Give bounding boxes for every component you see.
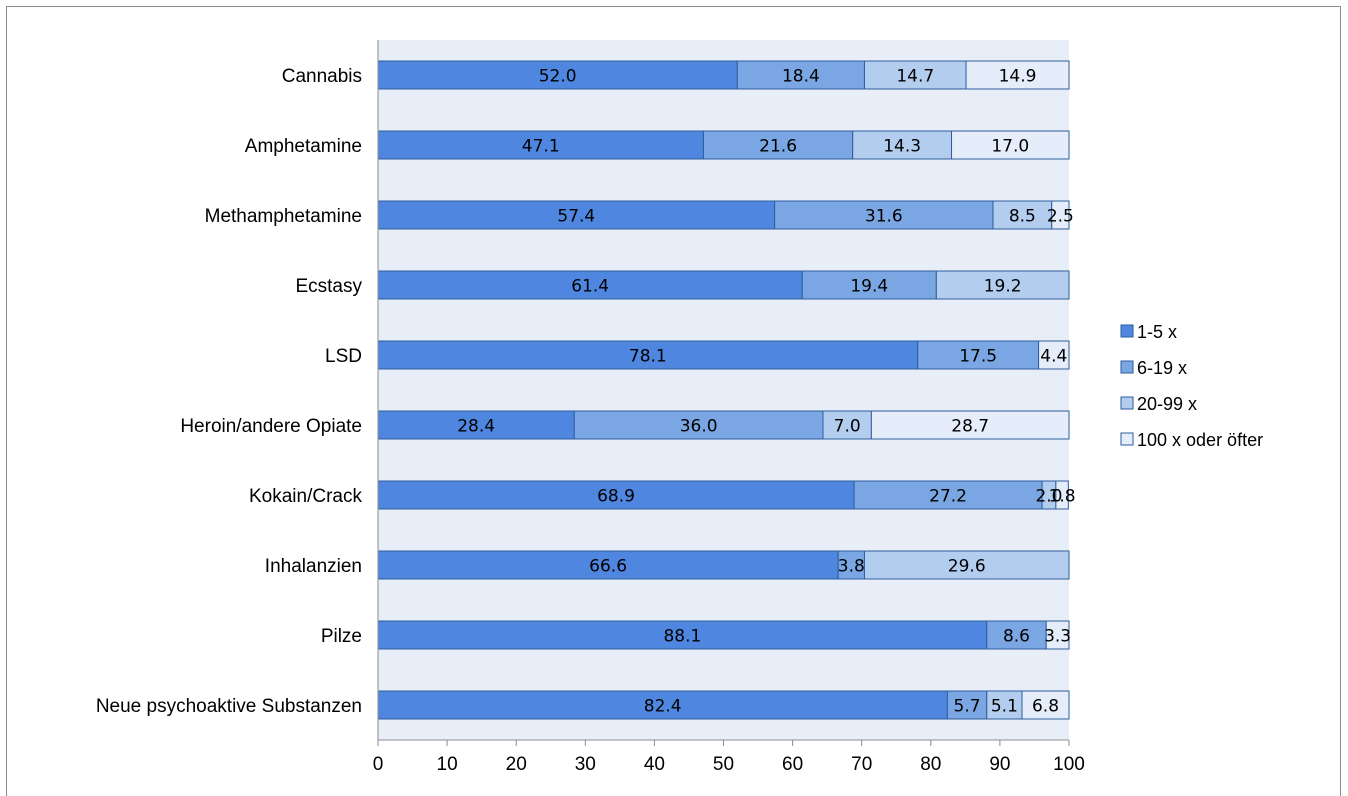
x-tick-label: 100 — [1053, 754, 1085, 775]
legend-label: 1-5 x — [1137, 322, 1177, 342]
bar-segment — [1055, 480, 1069, 510]
data-label: 5.7 — [954, 697, 981, 717]
stacked-bar-chart: 52.0 18.4 14.7 14.9 47.1 21.6 14.3 17.0 57.4 31.6… — [96, 40, 1263, 775]
data-label: 3.3 — [1044, 627, 1071, 647]
bar-segment — [965, 60, 1070, 90]
data-labels-layer: 52.0 18.4 14.7 14.9 47.1 21.6 14.3 17.0 57.4 31.6… — [457, 67, 1075, 717]
axes-layer: 0 10 20 30 40 50 60 70 80 90 100 — [373, 40, 1085, 775]
data-label: 78.1 — [629, 347, 667, 367]
bar-segment — [377, 550, 839, 580]
category-label: Amphetamine — [245, 136, 362, 157]
category-label: Methamphetamine — [205, 206, 362, 227]
category-label: Cannabis — [282, 66, 362, 87]
data-label: 4.4 — [1040, 347, 1067, 367]
data-label: 27.2 — [929, 487, 967, 507]
bar-segment — [377, 130, 704, 160]
data-label: 7.0 — [834, 417, 861, 437]
data-label: 29.6 — [948, 557, 986, 577]
x-tick-label: 50 — [713, 754, 734, 775]
bar-segment — [1021, 690, 1070, 720]
x-tick-label: 70 — [851, 754, 872, 775]
data-label: 66.6 — [589, 557, 627, 577]
bar-segment — [951, 130, 1070, 160]
bar-segment — [377, 60, 738, 90]
data-label: 82.4 — [644, 697, 682, 717]
x-tick-label: 10 — [437, 754, 458, 775]
category-label: LSD — [325, 346, 362, 367]
data-label: 17.0 — [991, 137, 1029, 157]
data-label: 28.4 — [457, 417, 495, 437]
bar-segment — [946, 690, 988, 720]
category-label: Pilze — [321, 626, 362, 647]
bar-segment — [377, 690, 948, 720]
bar-segment — [377, 410, 575, 440]
bar-segment — [870, 410, 1070, 440]
data-label: 2.5 — [1047, 207, 1074, 227]
data-label: 21.6 — [759, 137, 797, 157]
x-tick-label: 40 — [644, 754, 665, 775]
data-label: 6.8 — [1032, 697, 1059, 717]
legend-swatch — [1120, 360, 1134, 374]
data-label: 88.1 — [663, 627, 701, 647]
bar-segment — [1045, 620, 1070, 650]
data-label: 19.4 — [850, 277, 888, 297]
data-label: 14.3 — [883, 137, 921, 157]
bar-segment — [801, 270, 937, 300]
data-label: 52.0 — [539, 67, 577, 87]
data-label: 3.8 — [838, 557, 865, 577]
x-tick-label: 0 — [373, 754, 384, 775]
bar-segment — [377, 270, 803, 300]
data-label: 5.1 — [991, 697, 1018, 717]
data-label: 18.4 — [782, 67, 820, 87]
legend: 1-5 x 6-19 x 20-99 x 100 x oder öfter — [1120, 322, 1263, 450]
chart-frame: 52.0 18.4 14.7 14.9 47.1 21.6 14.3 17.0 57.4 31.6… — [6, 6, 1341, 796]
bar-segment — [863, 60, 967, 90]
x-tick-label: 90 — [989, 754, 1010, 775]
data-label: 8.6 — [1003, 627, 1030, 647]
bar-segment — [736, 60, 865, 90]
bar-segment — [377, 620, 988, 650]
data-label: 36.0 — [680, 417, 718, 437]
x-tick-label: 20 — [506, 754, 527, 775]
legend-label: 20-99 x — [1137, 394, 1197, 414]
category-label: Ecstasy — [295, 276, 362, 297]
legend-swatch — [1120, 396, 1134, 410]
data-label: 2.0 — [1035, 487, 1062, 507]
data-label: 47.1 — [522, 137, 560, 157]
legend-label: 100 x oder öfter — [1137, 430, 1263, 450]
bar-segment — [992, 200, 1053, 230]
x-tick-label: 80 — [920, 754, 941, 775]
data-label: 68.9 — [597, 487, 635, 507]
data-label: 57.4 — [557, 207, 595, 227]
data-label: 8.5 — [1009, 207, 1036, 227]
data-label: 14.7 — [896, 67, 934, 87]
data-label: 1.8 — [1049, 487, 1076, 507]
data-label: 61.4 — [571, 277, 609, 297]
legend-swatch — [1120, 324, 1134, 338]
bar-segment — [1038, 340, 1070, 370]
data-label: 19.2 — [984, 277, 1022, 297]
category-label: Kokain/Crack — [249, 486, 362, 507]
x-tick-label: 60 — [782, 754, 803, 775]
bar-segment — [1051, 200, 1070, 230]
category-labels: Cannabis Amphetamine Methamphetamine Ecstas… — [96, 66, 363, 717]
category-label: Neue psychoaktive Substanzen — [96, 696, 362, 717]
x-tick-label: 30 — [575, 754, 596, 775]
bar-segment — [702, 130, 854, 160]
bars-layer — [377, 60, 1070, 720]
category-label: Inhalanzien — [265, 556, 362, 577]
legend-label: 6-19 x — [1137, 358, 1187, 378]
data-label: 28.7 — [951, 417, 989, 437]
bar-segment — [853, 480, 1043, 510]
data-label: 17.5 — [959, 347, 997, 367]
data-label: 14.9 — [999, 67, 1037, 87]
bar-segment — [774, 200, 994, 230]
bar-segment — [863, 550, 1070, 580]
legend-swatch — [1120, 432, 1134, 446]
category-label: Heroin/andere Opiate — [180, 416, 362, 437]
bar-segment — [935, 270, 1070, 300]
data-label: 31.6 — [865, 207, 903, 227]
